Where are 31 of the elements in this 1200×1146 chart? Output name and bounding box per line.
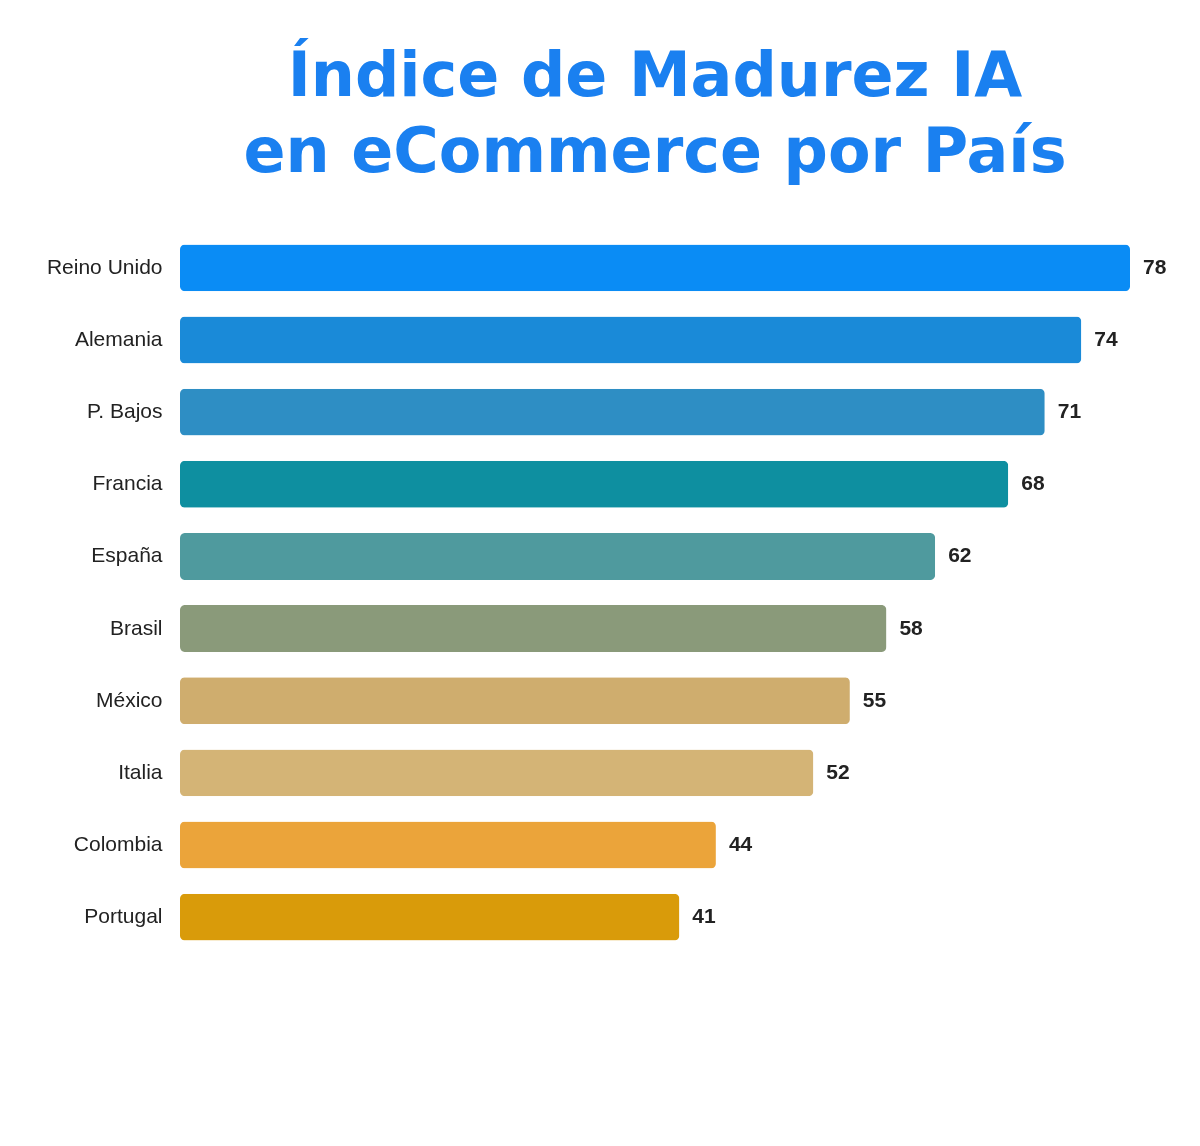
bar xyxy=(180,893,680,941)
data-label: 62 xyxy=(948,543,972,567)
y-tick-label: Alemania xyxy=(74,327,163,351)
y-tick-label: Colombia xyxy=(73,831,163,855)
data-label: 78 xyxy=(1143,254,1167,278)
data-label: 68 xyxy=(1021,471,1045,495)
bar xyxy=(180,316,1082,364)
chart-title: Índice de Madurez IA en eCommerce por País xyxy=(243,38,1067,187)
data-label: 55 xyxy=(862,687,887,711)
y-tick-label: Portugal xyxy=(84,904,163,928)
y-tick-label: P. Bajos xyxy=(87,399,163,423)
bar xyxy=(180,749,814,797)
bar xyxy=(180,244,1130,292)
bar xyxy=(180,532,936,580)
data-label: 58 xyxy=(899,615,924,639)
data-label: 71 xyxy=(1057,399,1082,423)
data-label: 74 xyxy=(1094,327,1118,351)
bar xyxy=(180,460,1009,508)
y-tick-label: México xyxy=(95,687,163,711)
bar xyxy=(180,605,887,653)
data-label: 52 xyxy=(826,759,850,783)
y-tick-label: Italia xyxy=(118,759,163,783)
data-label: 41 xyxy=(692,904,717,928)
y-tick-label: Brasil xyxy=(109,615,163,639)
bar xyxy=(180,677,850,725)
bar xyxy=(180,388,1045,436)
y-tick-label: Francia xyxy=(92,471,163,495)
y-tick-label: España xyxy=(91,543,163,567)
data-label: 44 xyxy=(728,831,753,855)
y-tick-label: Reino Unido xyxy=(46,254,163,278)
bar xyxy=(180,821,716,869)
